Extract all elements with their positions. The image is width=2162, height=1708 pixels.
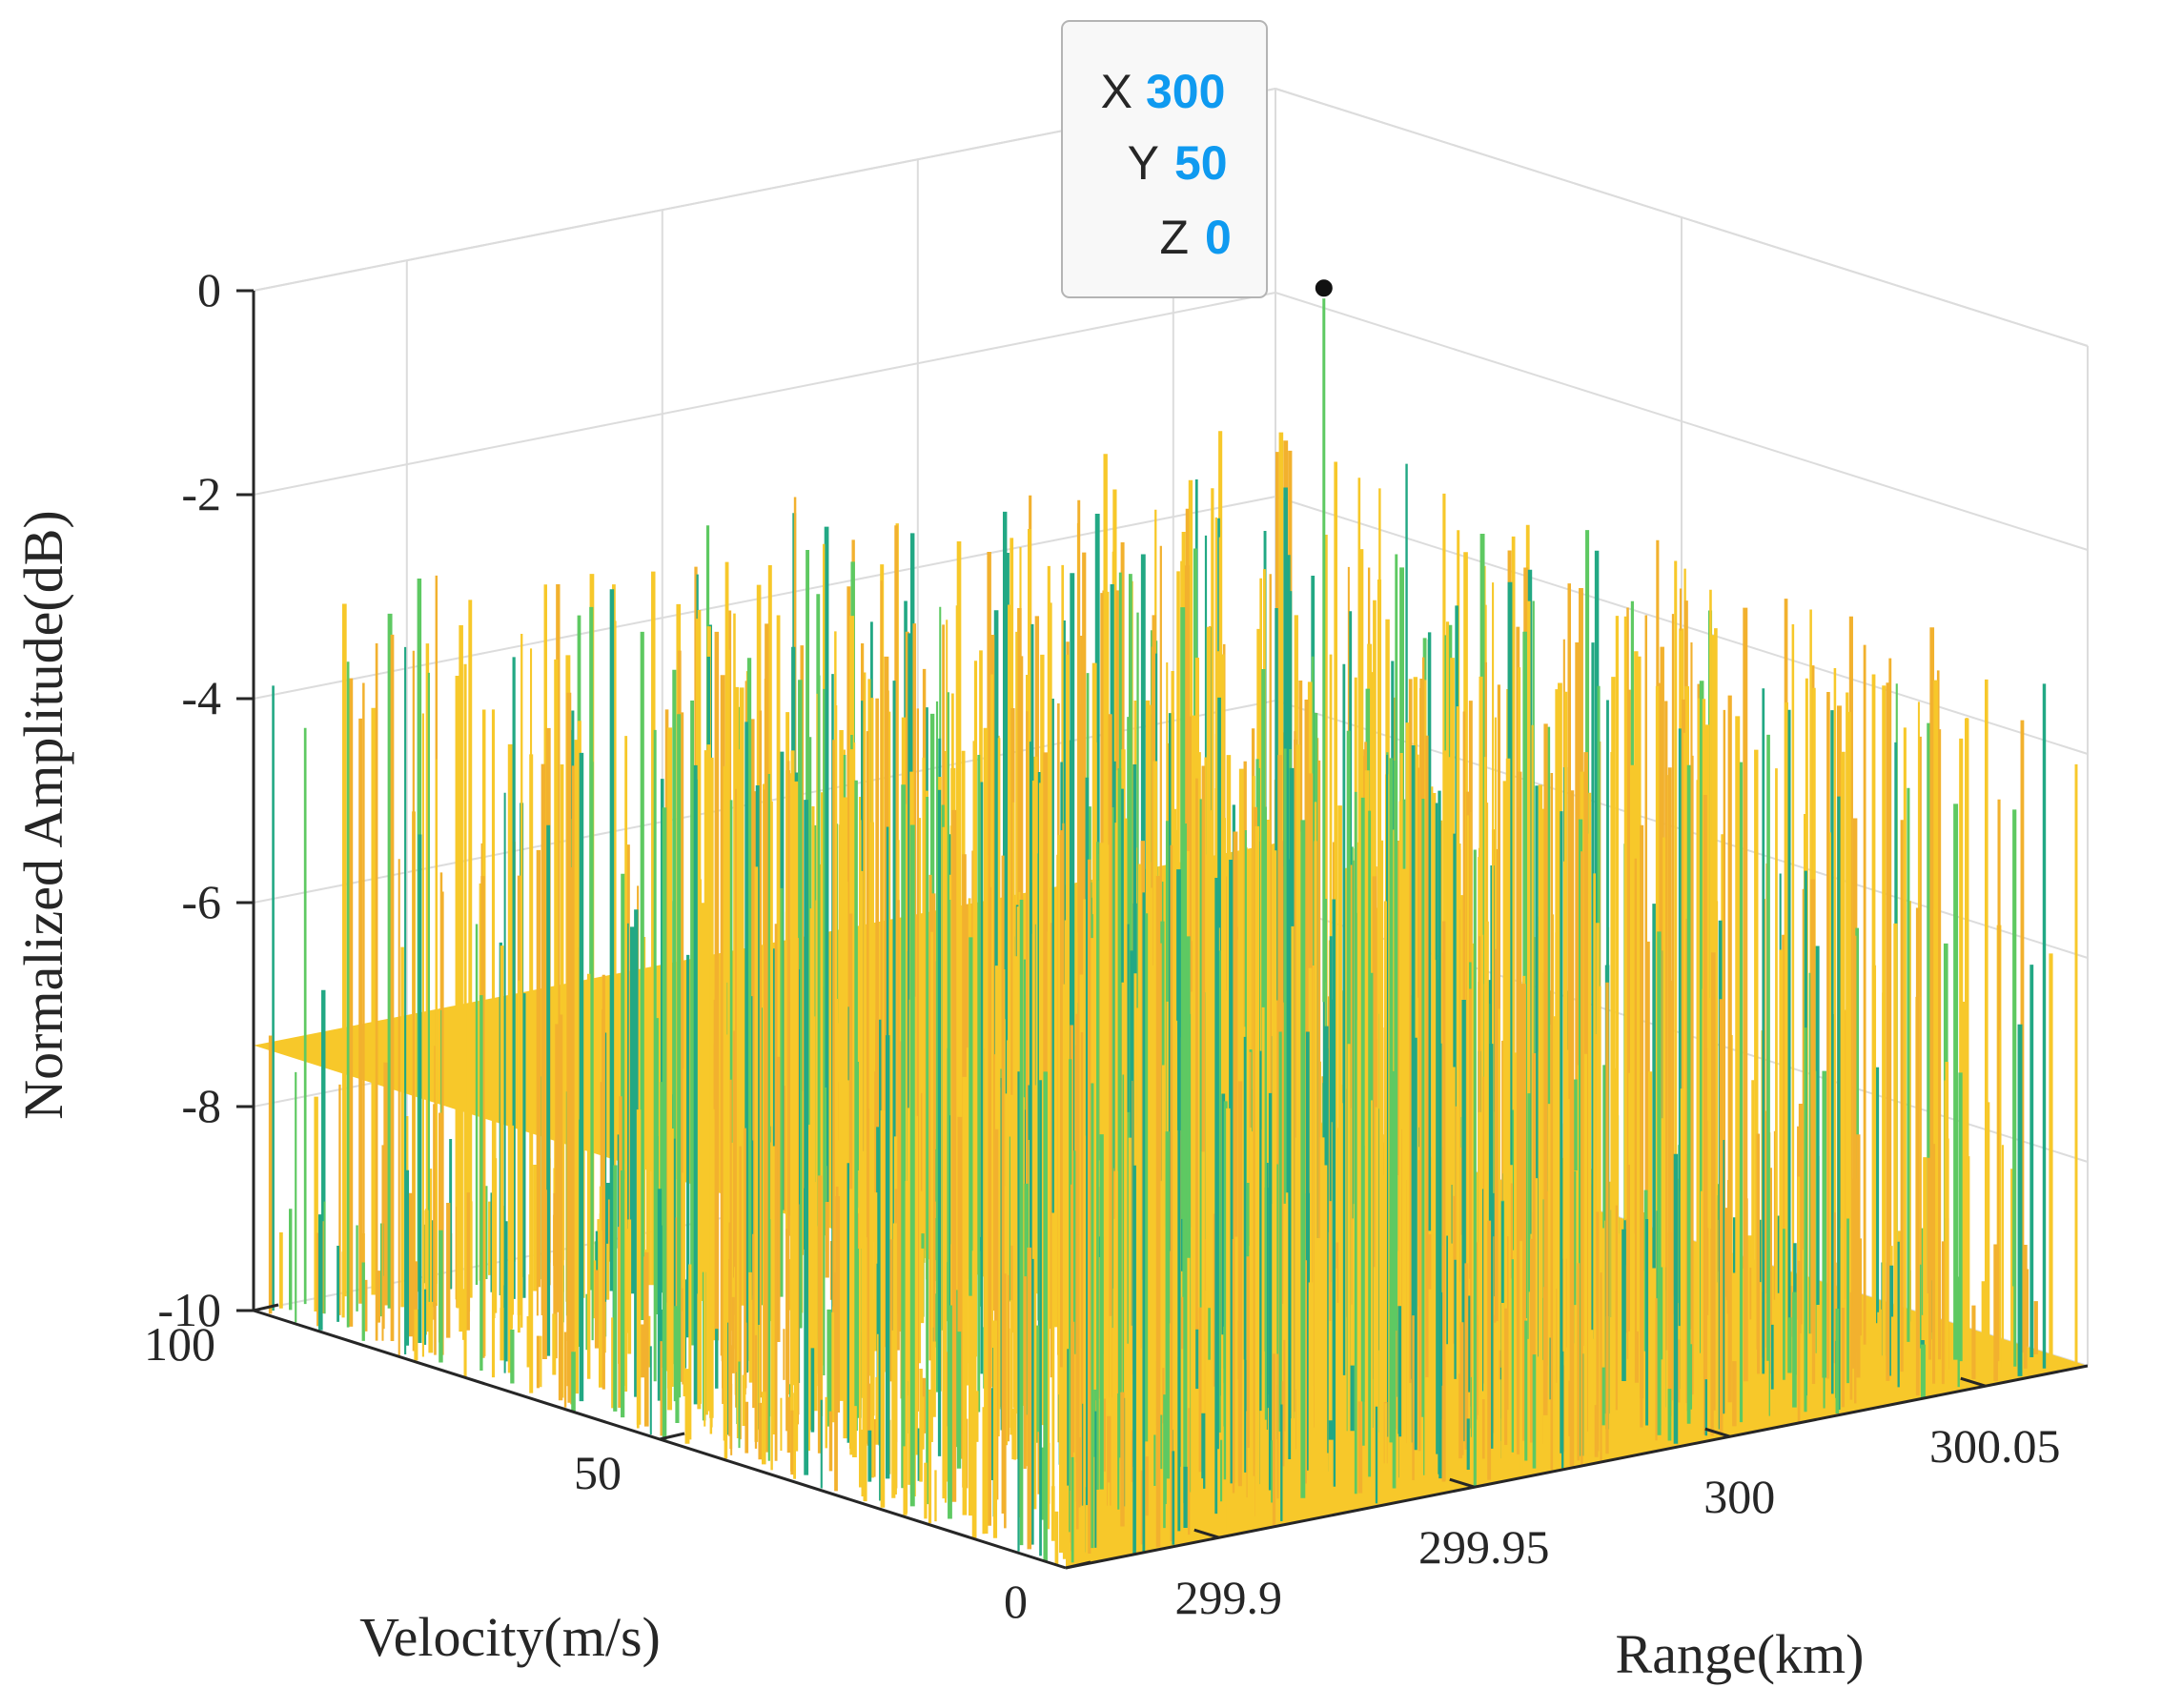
x-tick: [1449, 1477, 1476, 1489]
datatip-box: [1061, 20, 1268, 298]
datatip-x-key: X: [1101, 65, 1132, 118]
peak-marker[interactable]: [1313, 277, 1335, 1003]
datatip-y-value: 50: [1174, 136, 1228, 190]
x-tick-label: 300.05: [1929, 1419, 2061, 1473]
box-edge-top-side: [1275, 88, 2089, 347]
peak-point[interactable]: [1313, 277, 1335, 299]
x-axis-label: Range(km): [1616, 1623, 1865, 1685]
y-tick-label: 100: [144, 1317, 215, 1371]
x-tick: [1704, 1427, 1731, 1438]
datatip-x-value: 300: [1146, 65, 1225, 118]
x-tick-label: 299.9: [1175, 1571, 1283, 1624]
z-tick-label: -2: [181, 467, 221, 520]
datatip-z-key: Z: [1159, 211, 1189, 264]
x-tick: [1960, 1376, 1987, 1388]
grid-line-z-back: [253, 292, 1276, 496]
z-axis-label: Normalized Amplitude(dB): [12, 510, 74, 1119]
y-tick-label: 0: [1004, 1575, 1028, 1628]
x-tick: [1193, 1528, 1220, 1539]
x-tick-label: 300: [1703, 1470, 1775, 1523]
z-tick-label: -10: [157, 1283, 221, 1336]
y-tick: [253, 1303, 279, 1312]
x-tick-label: 299.95: [1418, 1520, 1550, 1574]
axes: [236, 289, 2089, 1570]
y-tick: [659, 1432, 685, 1441]
datatip-y-key: Y: [1128, 136, 1159, 190]
tick-labels: 0 -2 -4 -6 -8 -10 299.9 299.95 300 300.05 0 50 100: [144, 263, 2061, 1628]
datatip-z-value: 0: [1205, 211, 1232, 264]
y-axis-label: Velocity(m/s): [359, 1606, 661, 1668]
z-tick-label: -8: [181, 1079, 221, 1132]
z-tick-label: -6: [181, 875, 221, 928]
y-tick: [1065, 1560, 1091, 1570]
z-tick-label: -4: [181, 671, 221, 724]
y-tick-label: 50: [574, 1446, 622, 1499]
x-axis-line: [1065, 1364, 2089, 1570]
z-tick-label: 0: [197, 263, 221, 316]
surface-plot: [254, 431, 2088, 1568]
datatip[interactable]: X 300 Y 50 Z 0: [1061, 20, 1268, 298]
